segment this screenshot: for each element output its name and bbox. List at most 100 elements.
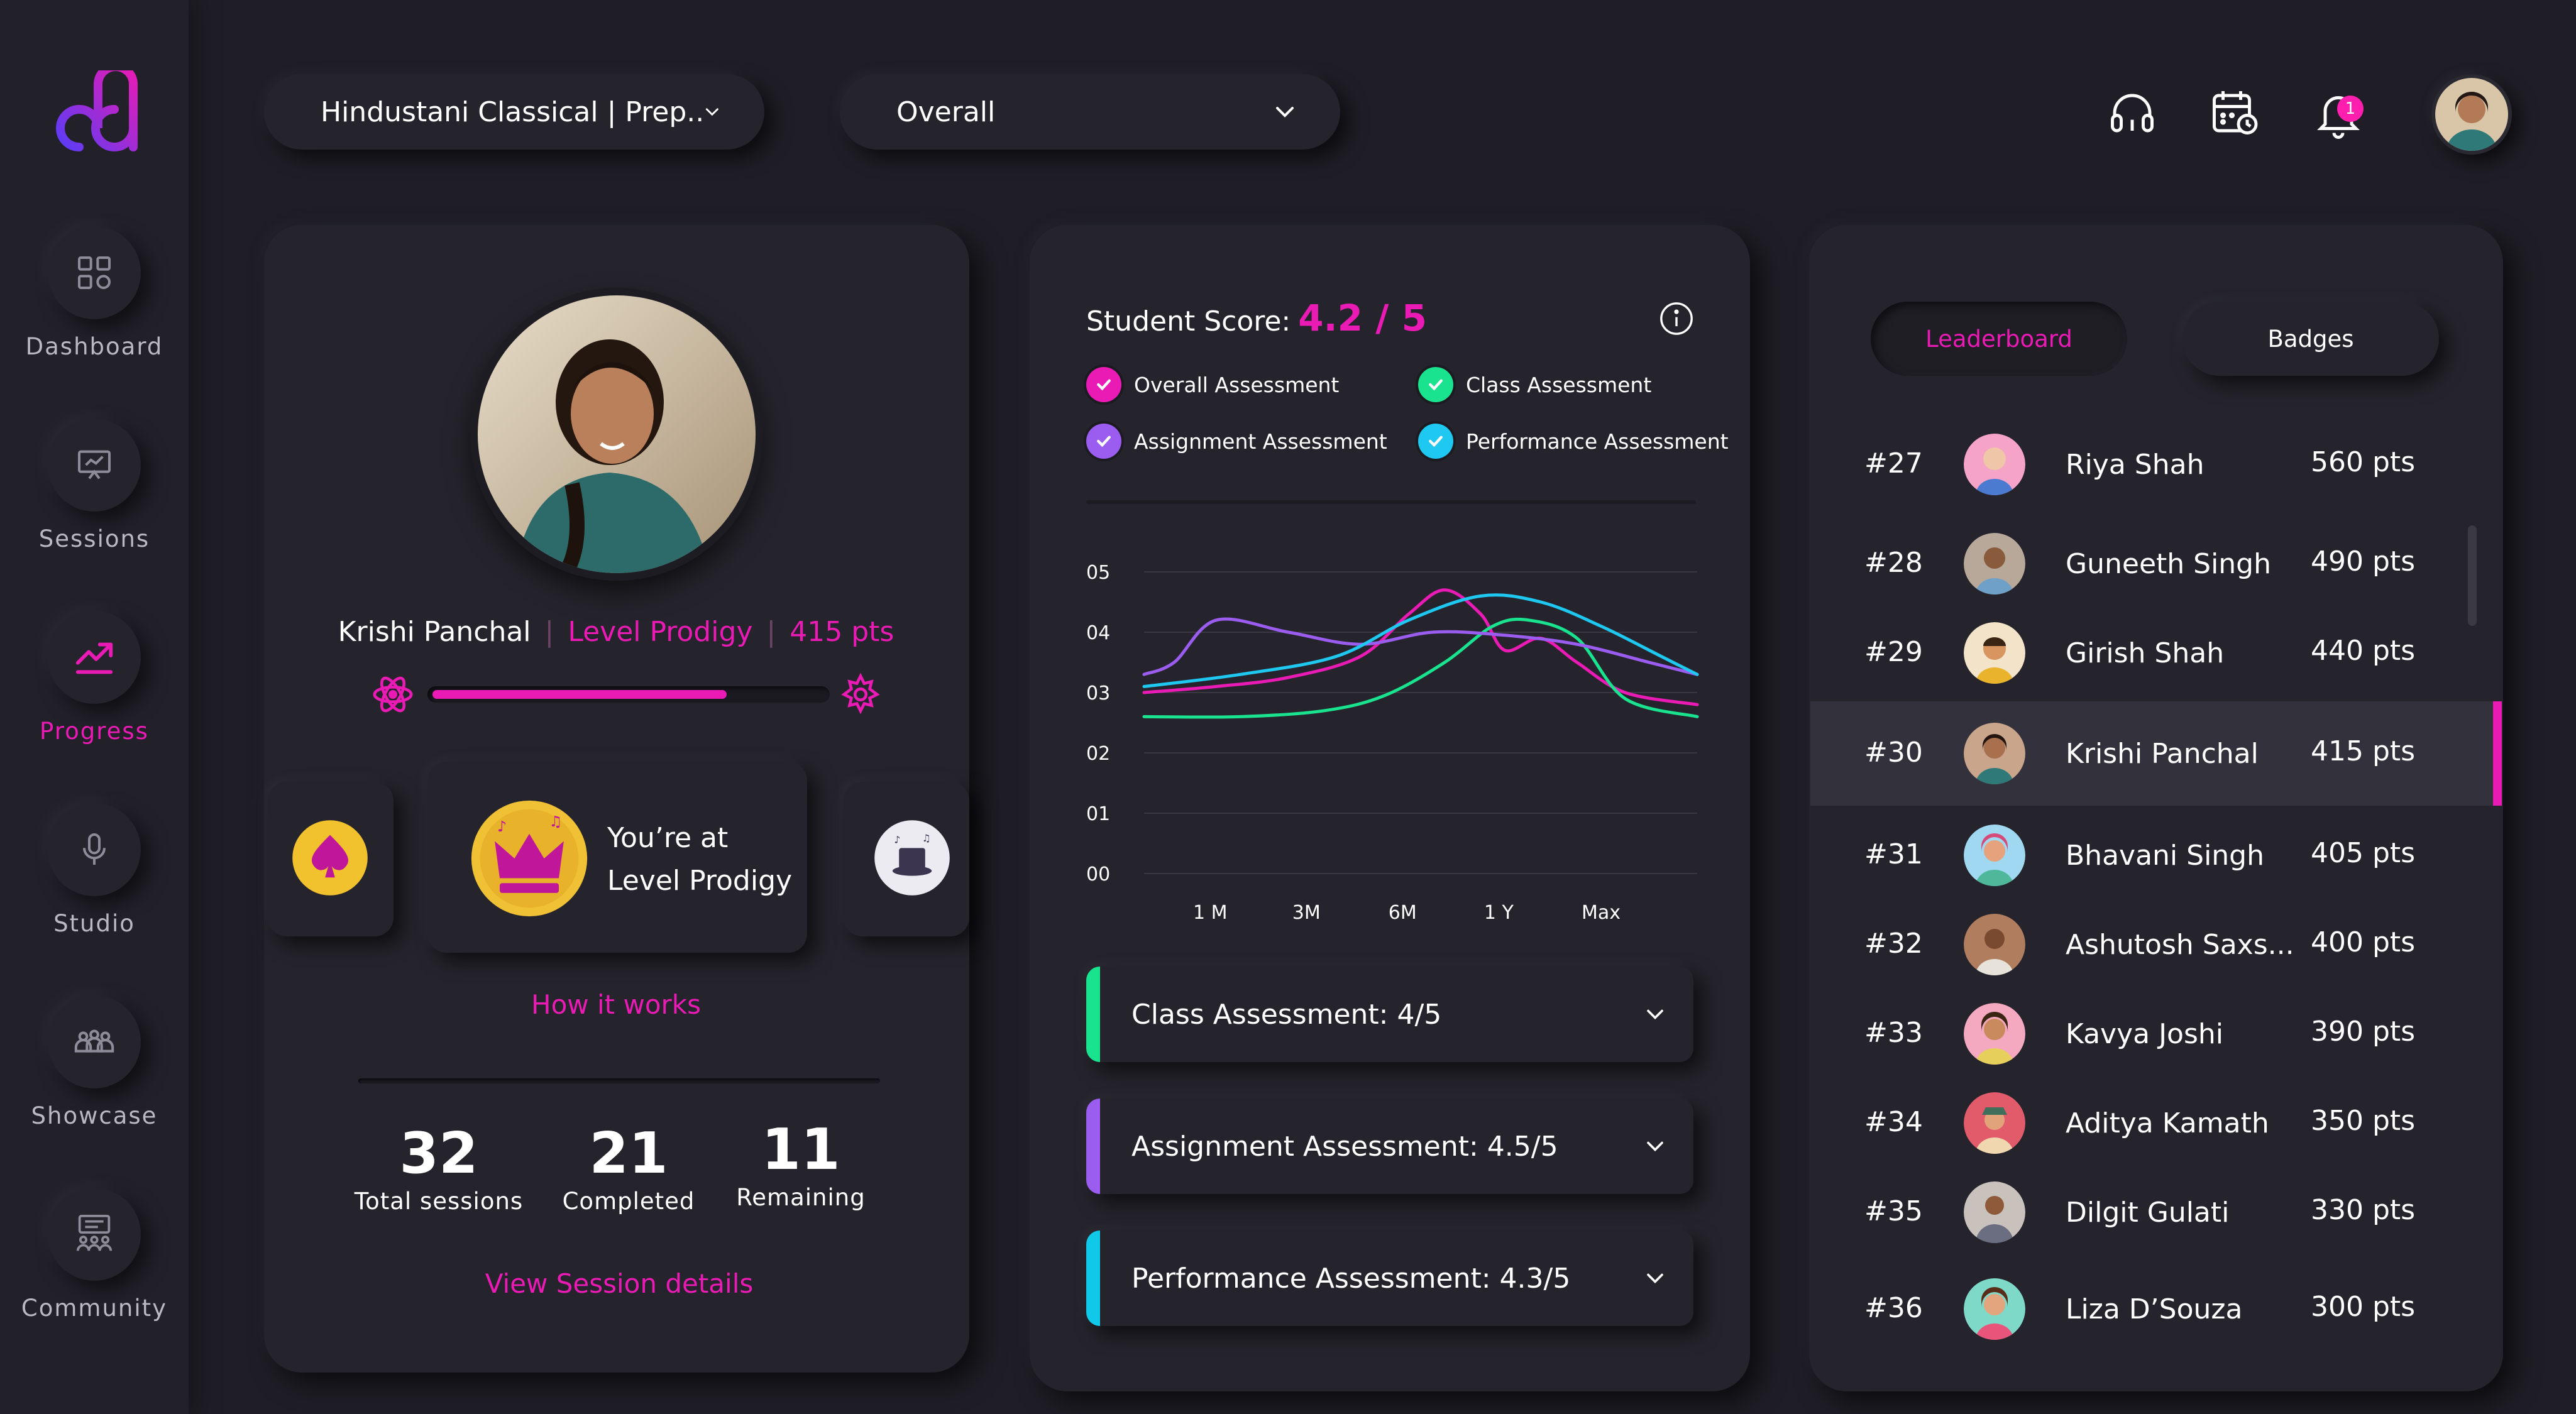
- x-tick-label: 1 M: [1193, 902, 1228, 924]
- legend-performance-assessment[interactable]: Performance Assessment: [1418, 424, 1729, 459]
- leaderboard-rank: #28: [1864, 547, 1923, 579]
- accordion-assignment-assessment[interactable]: Assignment Assessment: 4.5/5: [1086, 1099, 1693, 1194]
- course-select[interactable]: Hindustani Classical | Prep..: [264, 74, 764, 150]
- sidebar-item-studio[interactable]: Studio: [0, 803, 189, 937]
- check-icon: [1086, 367, 1121, 402]
- period-select-value: Overall: [896, 96, 996, 128]
- stat-total-sessions: 32 Total sessions: [332, 1124, 546, 1215]
- leaderboard-card: [1809, 225, 2503, 1391]
- stat-label: Remaining: [736, 1184, 866, 1211]
- legend-label: Performance Assessment: [1466, 429, 1729, 454]
- leaderboard-name: Krishi Panchal: [2066, 738, 2259, 770]
- leaderboard-rank: #29: [1864, 636, 1923, 668]
- y-tick-label: 03: [1086, 682, 1110, 704]
- period-select[interactable]: Overall: [840, 74, 1340, 150]
- separator: |: [544, 616, 554, 648]
- leaderboard-row[interactable]: #29 Girish Shah 440 pts: [1810, 606, 2502, 700]
- accent-bar: [1086, 1230, 1100, 1326]
- leaderboard-row[interactable]: #27 Riya Shah 560 pts: [1810, 417, 2502, 512]
- stat-value: 21: [589, 1121, 668, 1187]
- view-session-details-link[interactable]: View Session details: [485, 1268, 754, 1299]
- avatar: [1964, 825, 2025, 886]
- avatar: [1964, 1181, 2025, 1243]
- sidebar: Dashboard Sessions Progress Studio Showc…: [0, 0, 189, 1414]
- leaderboard-row[interactable]: #33 Kavya Joshi 390 pts: [1810, 987, 2502, 1081]
- sidebar-item-community[interactable]: Community: [0, 1188, 189, 1322]
- check-icon: [1418, 367, 1453, 402]
- sidebar-item-label: Community: [21, 1295, 168, 1322]
- avatar-image: [2435, 78, 2508, 151]
- accordion-class-assessment[interactable]: Class Assessment: 4/5: [1086, 967, 1693, 1062]
- chevron-down-icon: [706, 108, 719, 116]
- legend-label: Class Assessment: [1466, 372, 1652, 397]
- sidebar-item-label: Studio: [53, 910, 135, 937]
- leaderboard-name: Bhavani Singh: [2066, 840, 2264, 872]
- leaderboard-name: Riya Shah: [2066, 449, 2204, 481]
- leaderboard-points: 390 pts: [2311, 1016, 2416, 1048]
- leaderboard-row[interactable]: #35 Dilgit Gulati 330 pts: [1810, 1165, 2502, 1259]
- group-icon: [74, 1029, 114, 1053]
- tab-badges[interactable]: Badges: [2182, 302, 2439, 376]
- legend-overall-assessment[interactable]: Overall Assessment: [1086, 367, 1339, 402]
- y-tick-label: 05: [1086, 562, 1110, 584]
- legend-label: Overall Assessment: [1134, 372, 1340, 397]
- y-tick-label: 00: [1086, 863, 1110, 885]
- avatar: [1964, 1092, 2025, 1154]
- user-avatar[interactable]: [2431, 74, 2512, 155]
- current-user-indicator: [2493, 701, 2502, 806]
- leaderboard-row[interactable]: #28 Guneeth Singh 490 pts: [1810, 517, 2502, 611]
- leaderboard-name: Dilgit Gulati: [2066, 1197, 2230, 1229]
- level-card-text: You’re at Level Prodigy: [607, 817, 792, 902]
- leaderboard-name: Girish Shah: [2066, 637, 2225, 669]
- profile-photo-image: [478, 295, 756, 573]
- avatar: [1964, 1278, 2025, 1340]
- leaderboard-row[interactable]: #31 Bhavani Singh 405 pts: [1810, 808, 2502, 902]
- calendar-button[interactable]: [2203, 82, 2265, 145]
- leaderboard-rank: #33: [1864, 1017, 1923, 1049]
- leaderboard-rank: #35: [1864, 1195, 1923, 1227]
- microphone-icon: [83, 833, 106, 865]
- spade-badge-icon: [292, 820, 368, 896]
- avatar: [1964, 914, 2025, 975]
- accordion-performance-assessment[interactable]: Performance Assessment: 4.3/5: [1086, 1230, 1693, 1326]
- sidebar-item-sessions[interactable]: Sessions: [0, 419, 189, 552]
- how-it-works-link[interactable]: How it works: [531, 989, 701, 1020]
- svg-text:♪: ♪: [497, 818, 507, 835]
- level-progress-track: [427, 686, 830, 703]
- avatar: [1964, 622, 2025, 684]
- leaderboard-points: 330 pts: [2311, 1194, 2416, 1226]
- leaderboard-rank: #30: [1864, 737, 1923, 769]
- badge-card-previous[interactable]: [268, 782, 394, 936]
- leaderboard-row-current-user[interactable]: #30 Krishi Panchal 415 pts: [1810, 701, 2502, 806]
- legend-assignment-assessment[interactable]: Assignment Assessment: [1086, 424, 1387, 459]
- notifications-button[interactable]: 1: [2307, 82, 2370, 145]
- leaderboard-row[interactable]: #32 Ashutosh Saxs... 400 pts: [1810, 897, 2502, 992]
- series-line-assignment-assessment: [1142, 617, 1699, 676]
- stat-value: 11: [761, 1117, 840, 1183]
- series-line-class-assessment: [1142, 617, 1699, 719]
- sidebar-item-dashboard[interactable]: Dashboard: [0, 226, 189, 360]
- magic-hat-badge-icon: ♪ ♫: [874, 820, 950, 896]
- leaderboard-row[interactable]: #36 Liza D’Souza 300 pts: [1810, 1262, 2502, 1356]
- y-tick-label: 04: [1086, 622, 1110, 644]
- support-headset-button[interactable]: [2101, 82, 2164, 145]
- info-icon[interactable]: [1658, 300, 1695, 337]
- sidebar-item-label: Sessions: [38, 525, 150, 552]
- avatar: [1964, 723, 2025, 784]
- series-line-overall-assessment: [1142, 588, 1699, 706]
- chevron-down-icon: [1276, 107, 1294, 118]
- legend-class-assessment[interactable]: Class Assessment: [1418, 367, 1651, 402]
- sidebar-item-label: Showcase: [31, 1102, 158, 1129]
- leaderboard-points: 405 pts: [2311, 837, 2416, 869]
- stat-completed: 21 Completed: [522, 1124, 735, 1215]
- leaderboard-rank: #32: [1864, 928, 1923, 960]
- sidebar-item-showcase[interactable]: Showcase: [0, 995, 189, 1129]
- grid-icon: [78, 256, 111, 289]
- accent-bar: [1086, 1099, 1100, 1194]
- leaderboard-row[interactable]: #34 Aditya Kamath 350 pts: [1810, 1076, 2502, 1170]
- sidebar-item-progress[interactable]: Progress: [0, 611, 189, 745]
- badge-card-next[interactable]: ♪ ♫: [844, 782, 969, 936]
- tab-leaderboard[interactable]: Leaderboard: [1871, 302, 2127, 376]
- app-logo[interactable]: [50, 70, 138, 152]
- leaderboard-scrollbar[interactable]: [2468, 525, 2477, 626]
